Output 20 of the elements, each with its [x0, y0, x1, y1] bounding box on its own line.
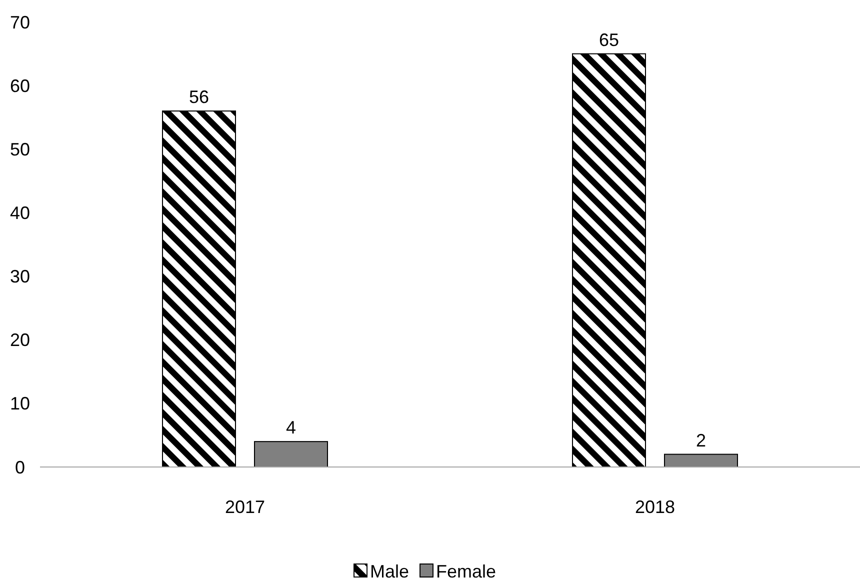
data-label: 4 [286, 418, 296, 438]
y-tick-label: 60 [10, 76, 30, 96]
y-tick-label: 20 [10, 330, 30, 350]
y-tick-label: 10 [10, 394, 30, 414]
bar [664, 454, 738, 468]
data-label: 56 [188, 87, 210, 107]
y-tick-label: 30 [10, 266, 30, 287]
y-tick-label: 0 [14, 457, 26, 478]
x-tick-label: 2018 [634, 497, 676, 517]
bar [162, 110, 236, 468]
y-tick-label: 40 [10, 203, 30, 224]
bar [572, 53, 646, 468]
data-label: 65 [598, 30, 620, 50]
bar [254, 441, 328, 468]
y-tick-label: 50 [10, 139, 30, 160]
x-tick-label: 2017 [224, 497, 266, 517]
y-tick-label: 70 [10, 12, 30, 32]
data-label: 2 [696, 430, 706, 450]
legend-label: Male [370, 561, 410, 582]
legend-label: Female [436, 561, 496, 582]
